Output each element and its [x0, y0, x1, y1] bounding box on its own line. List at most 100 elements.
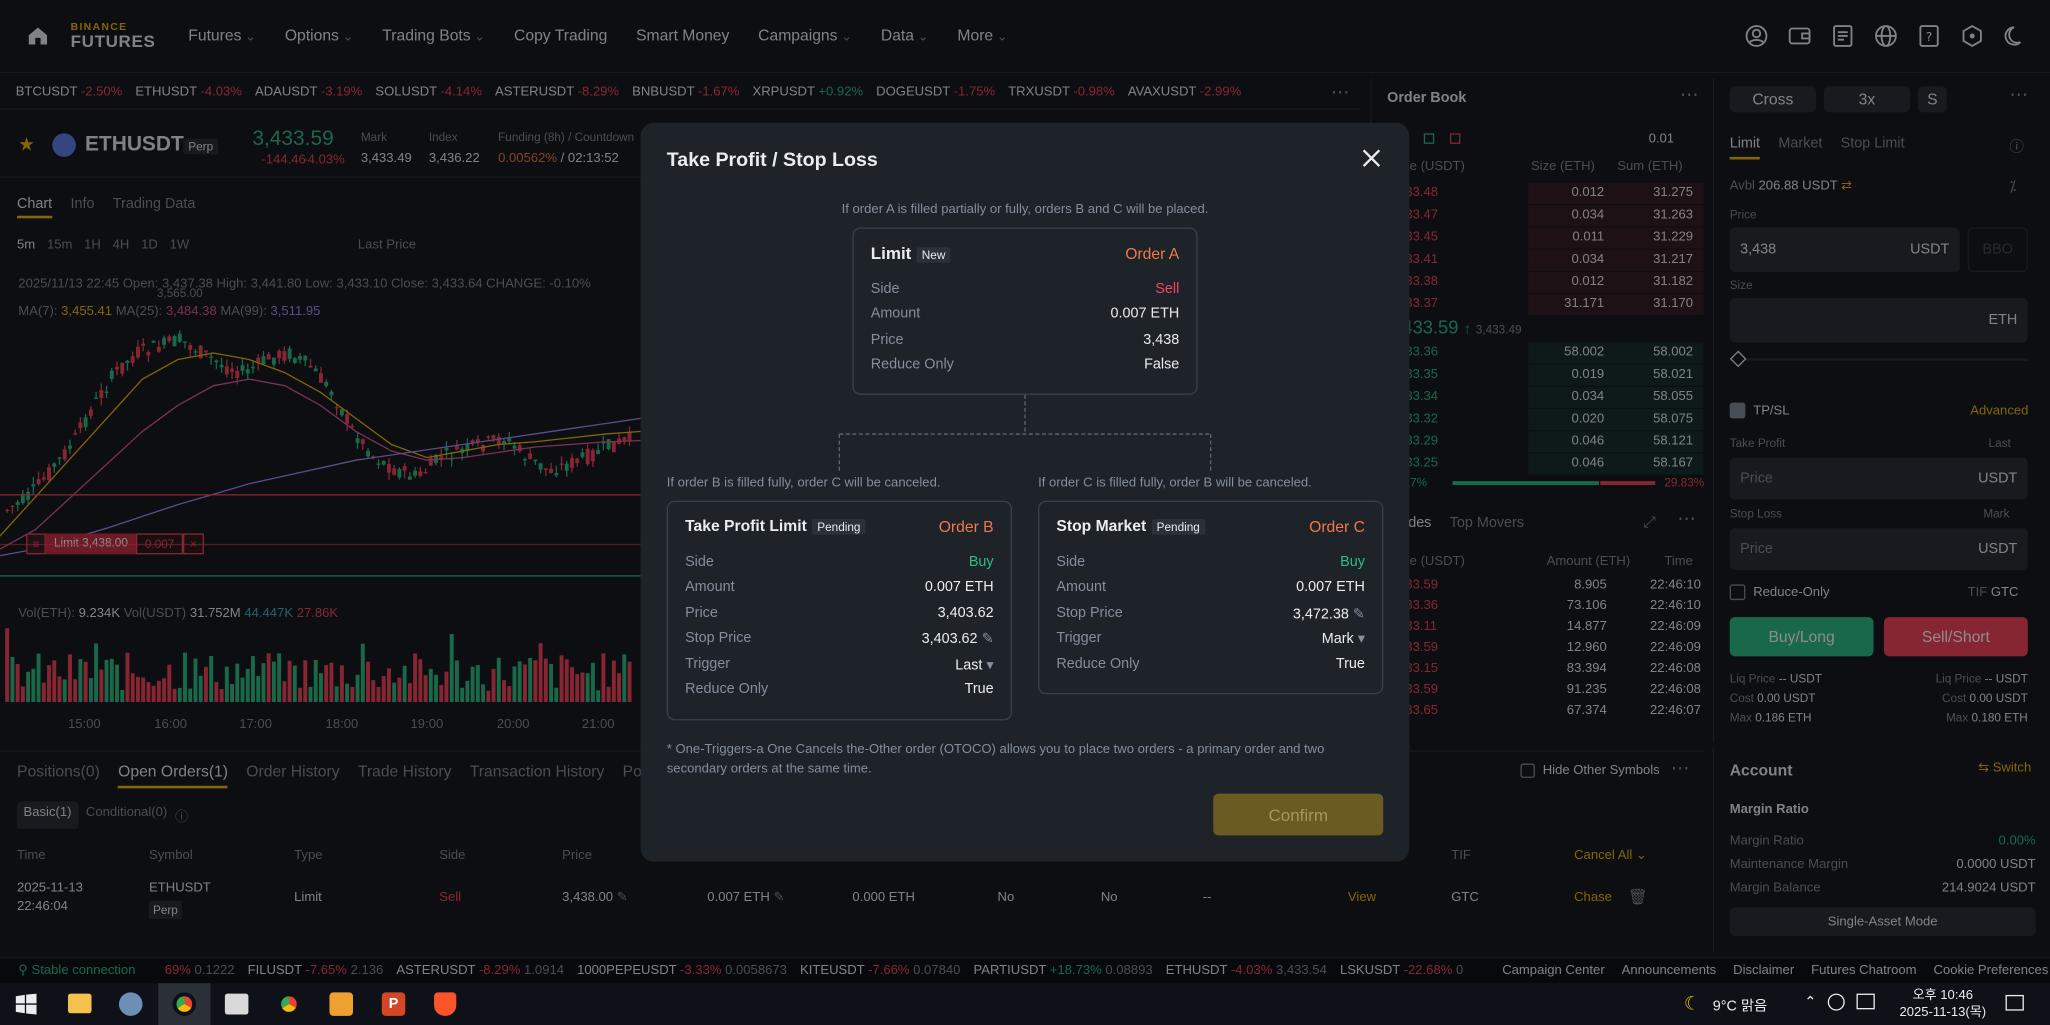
limit-handle-icon[interactable]: ≡	[26, 533, 47, 555]
ticker-item[interactable]: BNBUSDT -1.67%	[632, 85, 739, 102]
brave-icon[interactable]	[434, 992, 457, 1016]
tab-transaction-history[interactable]: Transaction History	[469, 762, 605, 781]
status-ticker-item[interactable]: LSKUSDT -22.68% 0	[1339, 963, 1464, 978]
order-b-trigger-select[interactable]: Last ▾	[955, 657, 994, 674]
ticker-item[interactable]: XRPUSDT +0.92%	[753, 85, 864, 102]
tab-top-movers[interactable]: Top Movers	[1449, 515, 1525, 531]
cancel-all-button[interactable]: Cancel All ⌄	[1574, 848, 1647, 863]
nav-smart-money[interactable]: Smart Money	[636, 26, 730, 45]
hide-other-symbols-checkbox[interactable]	[1520, 763, 1535, 778]
candlestick-chart[interactable]	[0, 314, 641, 562]
trades-more-icon[interactable]: ⋯	[1677, 507, 1696, 529]
ticker-item[interactable]: ASTERUSDT -8.29%	[495, 85, 619, 102]
order-c-trigger-select[interactable]: Mark ▾	[1321, 631, 1365, 648]
price-source-select[interactable]: Last Price	[357, 237, 417, 253]
tab-open-orders[interactable]: Open Orders(1)	[118, 762, 228, 789]
chrome-icon[interactable]	[172, 992, 197, 1016]
weather-text[interactable]: 9°C 맑음	[1712, 998, 1768, 1015]
nav-more[interactable]: More	[957, 26, 1007, 44]
calendar-app-icon[interactable]	[224, 993, 249, 1015]
orderform-more-icon[interactable]: ⋯	[2009, 83, 2028, 105]
reduce-only-checkbox[interactable]	[1729, 584, 1746, 601]
edit-amount-icon[interactable]: ✎	[773, 890, 785, 905]
binance-futures-logo[interactable]: BINANCE FUTURES	[71, 21, 156, 51]
ticker-item[interactable]: ETHUSDT -4.03%	[135, 85, 242, 102]
tab-info[interactable]: Info	[70, 196, 95, 212]
tab-trade-history[interactable]: Trade History	[357, 762, 452, 781]
windows-start-icon[interactable]	[15, 993, 37, 1015]
interval-1h[interactable]: 1H	[84, 237, 101, 253]
tab-positions[interactable]: Positions(0)	[16, 762, 100, 781]
user-icon[interactable]	[1744, 24, 1769, 49]
order-type-stop-limit[interactable]: Stop Limit	[1840, 135, 1905, 152]
favorite-star-icon[interactable]: ★	[18, 133, 35, 155]
single-asset-mode-button[interactable]: Single-Asset Mode	[1729, 907, 2036, 937]
interval-1d[interactable]: 1D	[141, 237, 158, 253]
transfer-icon[interactable]: ⇄	[1841, 179, 1853, 194]
shield-icon[interactable]	[1960, 24, 1985, 49]
bid-row[interactable]: 3,433.35 0.019 58.021	[1387, 364, 1704, 386]
size-slider[interactable]	[1729, 358, 2028, 361]
ime-icon[interactable]	[1856, 993, 1875, 1010]
tray-chevron-icon[interactable]: ⌃	[1804, 994, 1817, 1011]
taskbar-clock[interactable]: 오후 10:46 2025-11-13(목)	[1899, 988, 1987, 1020]
edit-price-icon[interactable]: ✎	[616, 890, 628, 905]
file-explorer-icon[interactable]	[67, 993, 92, 1014]
orderbook-tick-select[interactable]: 0.01	[1648, 132, 1675, 147]
orders-icon[interactable]	[1830, 24, 1855, 49]
tab-trading-data[interactable]: Trading Data	[112, 196, 196, 212]
tab-order-history[interactable]: Order History	[246, 762, 340, 781]
nav-options[interactable]: Options	[285, 26, 354, 44]
calculator-icon[interactable]: ⁒	[2009, 179, 2016, 195]
limit-order-tag[interactable]: ≡ Limit 3,438.00 0.007 ×	[26, 533, 204, 555]
ticker-more-icon[interactable]: ⋯	[1330, 81, 1350, 102]
edit-stop-price-icon[interactable]: ✎	[1352, 606, 1365, 623]
status-ticker-item[interactable]: PARTIUSDT +18.73% 0.08893	[973, 963, 1153, 978]
chrome-icon[interactable]	[277, 992, 301, 1016]
orderbook-more-icon[interactable]: ⋯	[1680, 83, 1699, 105]
order-b-stop-price[interactable]: 3,403.62 ✎	[921, 631, 994, 648]
bid-row[interactable]: 3,433.32 0.020 58.075	[1387, 409, 1704, 431]
nav-trading-bots[interactable]: Trading Bots	[382, 26, 485, 44]
tab-chart[interactable]: Chart	[16, 196, 53, 219]
link-announcements[interactable]: Announcements	[1621, 963, 1717, 978]
sublime-text-icon[interactable]	[329, 992, 353, 1016]
bbo-button[interactable]: BBO	[1967, 227, 2028, 272]
buy-long-button[interactable]: Buy/Long	[1729, 617, 1874, 657]
symbol-name[interactable]: ETHUSDT	[84, 133, 184, 156]
advanced-link[interactable]: Advanced	[1970, 403, 2029, 419]
status-ticker-item[interactable]: ETHUSDT -4.03% 3,433.54	[1165, 963, 1327, 978]
info-icon[interactable]: ⓘ	[2009, 139, 2024, 156]
globe-icon[interactable]	[1874, 24, 1899, 49]
tpsl-checkbox[interactable]	[1729, 402, 1746, 419]
interval-15m[interactable]: 15m	[46, 237, 73, 253]
tray-status-icon[interactable]	[1827, 993, 1845, 1011]
link-disclaimer[interactable]: Disclaimer	[1733, 963, 1795, 978]
powerpoint-icon[interactable]: P	[381, 992, 406, 1016]
close-icon[interactable]	[1360, 146, 1384, 170]
edit-stop-price-icon[interactable]: ✎	[981, 631, 994, 648]
orders-more-icon[interactable]: ⋯	[1670, 756, 1690, 778]
status-ticker-item[interactable]: 1000PEPEUSDT -3.33% 0.0058673	[577, 963, 787, 978]
notification-icon[interactable]	[2005, 994, 2024, 1011]
ticker-item[interactable]: DOGEUSDT -1.75%	[876, 85, 995, 102]
ticker-item[interactable]: TRXUSDT -0.98%	[1008, 85, 1115, 102]
view-link[interactable]: View	[1347, 890, 1377, 905]
link-cookie-preferences[interactable]: Cookie Preferences	[1933, 963, 2049, 978]
ticker-item[interactable]: AVAXUSDT -2.99%	[1128, 85, 1241, 102]
confirm-button[interactable]: Confirm	[1213, 793, 1384, 836]
nav-campaigns[interactable]: Campaigns	[758, 26, 852, 44]
take-profit-input[interactable]: Price USDT	[1729, 457, 2028, 500]
leverage-button[interactable]: 3x	[1823, 86, 1911, 113]
help-icon[interactable]: ?	[1917, 24, 1942, 49]
nav-data[interactable]: Data	[881, 26, 929, 44]
tif-select[interactable]: GTC	[1990, 585, 2019, 601]
interval-5m[interactable]: 5m	[16, 237, 36, 253]
app-icon[interactable]	[118, 992, 143, 1016]
ticker-item[interactable]: BTCUSDT -2.50%	[16, 85, 123, 102]
chase-button[interactable]: Chase	[1574, 890, 1612, 905]
price-input[interactable]: 3,438 USDT	[1729, 227, 1960, 272]
home-icon[interactable]	[26, 24, 50, 48]
link-futures-chatroom[interactable]: Futures Chatroom	[1811, 963, 1917, 978]
margin-mode-button[interactable]: Cross	[1729, 86, 1816, 113]
